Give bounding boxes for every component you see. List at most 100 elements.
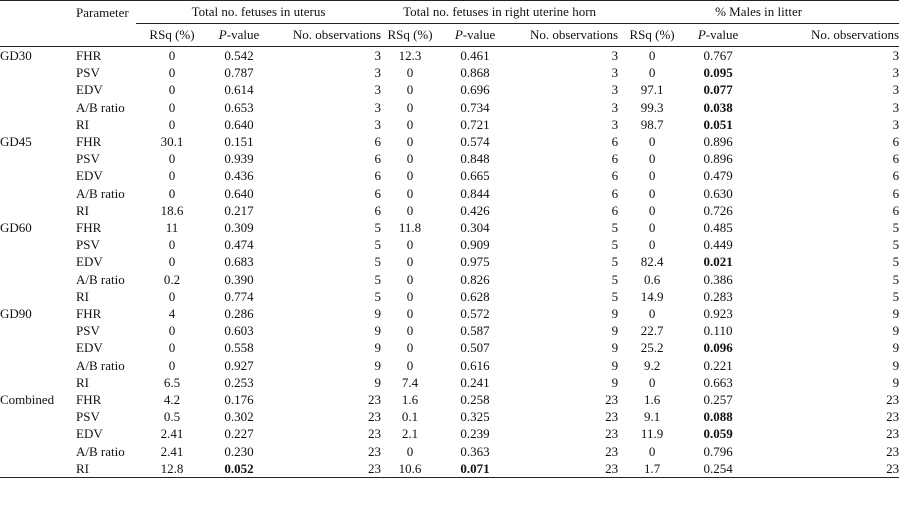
cell-observations: 23 <box>605 409 619 425</box>
cell-rsq: 9.1 <box>643 409 661 425</box>
cell-rsq: 0 <box>648 151 656 167</box>
cell-rsq: 0 <box>168 323 176 339</box>
cell-rsq: 0 <box>406 202 414 218</box>
row-group-label: GD60 <box>0 220 32 236</box>
row-parameter: EDV <box>76 254 103 270</box>
cell-pvalue: 0.309 <box>224 220 254 236</box>
cell-observations: 23 <box>886 426 899 442</box>
cell-pvalue: 0.077 <box>703 82 733 98</box>
cell-pvalue: 0.542 <box>224 48 254 63</box>
row-group-label <box>0 81 76 98</box>
cell-observations: 9 <box>892 323 899 339</box>
row-parameter: PSV <box>76 409 100 425</box>
cell-pvalue: 0.051 <box>703 116 733 132</box>
cell-pvalue: 0.304 <box>460 220 490 236</box>
cell-rsq: 0 <box>648 48 656 63</box>
row-parameter: A/B ratio <box>76 271 125 287</box>
cell-rsq: 4.2 <box>163 392 181 408</box>
table-row: PSV 0 0.939 6 0 0.848 6 0 0.896 6 <box>0 150 899 167</box>
cell-pvalue: 0.558 <box>224 340 254 356</box>
cell-rsq: 1.6 <box>401 392 419 408</box>
row-group-label: GD30 <box>0 48 32 63</box>
table-row: EDV 0 0.683 5 0 0.975 5 82.4 0.021 5 <box>0 253 899 270</box>
header-pvalue: P-value <box>208 23 270 47</box>
cell-pvalue: 0.286 <box>224 306 254 322</box>
table-row: GD30 FHR 0 0.542 3 12.3 0.461 3 0 0.767 3 <box>0 47 899 65</box>
cell-rsq: 0 <box>648 306 656 322</box>
cell-pvalue: 0.254 <box>686 459 751 479</box>
cell-observations: 9 <box>611 340 619 356</box>
cell-observations: 9 <box>374 340 382 356</box>
cell-pvalue: 0.653 <box>224 99 254 115</box>
cell-observations: 23 <box>750 459 899 479</box>
cell-pvalue: 0.390 <box>224 271 254 287</box>
cell-pvalue: 0.574 <box>460 134 490 150</box>
cell-observations: 6 <box>892 185 899 201</box>
cell-observations: 3 <box>892 48 899 63</box>
cell-pvalue: 0.603 <box>224 323 254 339</box>
results-table: Parameter Total no. fetuses in uterus To… <box>0 0 899 479</box>
cell-observations: 5 <box>611 288 619 304</box>
cell-observations: 23 <box>605 392 619 408</box>
cell-pvalue: 0.021 <box>703 254 733 270</box>
table-row: A/B ratio 2.41 0.230 23 0 0.363 23 0 0.796 23 <box>0 443 899 460</box>
cell-observations: 6 <box>611 168 619 184</box>
row-parameter: EDV <box>76 340 103 356</box>
cell-pvalue: 0.640 <box>224 116 254 132</box>
cell-pvalue: 0.479 <box>703 168 733 184</box>
cell-rsq: 0 <box>406 65 414 81</box>
cell-rsq: 82.4 <box>640 254 664 270</box>
table-row: RI 6.5 0.253 9 7.4 0.241 9 0 0.663 9 <box>0 374 899 391</box>
cell-rsq: 0 <box>406 443 414 459</box>
cell-rsq: 0 <box>406 82 414 98</box>
cell-pvalue: 0.844 <box>460 185 490 201</box>
table-row: PSV 0 0.787 3 0 0.868 3 0 0.095 3 <box>0 64 899 81</box>
cell-pvalue: 0.474 <box>224 237 254 253</box>
cell-rsq: 0.1 <box>401 409 419 425</box>
cell-pvalue: 0.258 <box>460 392 490 408</box>
cell-observations: 6 <box>374 202 382 218</box>
cell-rsq: 97.1 <box>640 82 664 98</box>
cell-rsq: 0 <box>168 185 176 201</box>
table-row: PSV 0 0.474 5 0 0.909 5 0 0.449 5 <box>0 236 899 253</box>
cell-pvalue: 0.663 <box>703 374 733 390</box>
cell-pvalue: 0.283 <box>703 288 733 304</box>
cell-rsq: 14.9 <box>640 288 664 304</box>
cell-rsq: 0 <box>168 254 176 270</box>
cell-observations: 5 <box>374 271 382 287</box>
cell-rsq: 0 <box>168 48 176 63</box>
header-obs: No. observations <box>270 23 382 47</box>
table-row: A/B ratio 0.2 0.390 5 0 0.826 5 0.6 0.386 5 <box>0 271 899 288</box>
table-row: GD90 FHR 4 0.286 9 0 0.572 9 0 0.923 9 <box>0 305 899 322</box>
table-row: EDV 0 0.614 3 0 0.696 3 97.1 0.077 3 <box>0 81 899 98</box>
row-group-label <box>0 443 76 460</box>
table-row: RI 12.8 0.052 23 10.6 0.071 23 1.7 0.254 23 <box>0 459 899 479</box>
cell-pvalue: 0.485 <box>703 220 733 236</box>
cell-rsq: 9.2 <box>643 357 661 373</box>
cell-pvalue: 0.923 <box>703 306 733 322</box>
header-rsq: RSq (%) <box>136 23 208 47</box>
cell-observations: 23 <box>368 443 382 459</box>
row-parameter: A/B ratio <box>76 99 125 115</box>
cell-rsq: 0 <box>406 237 414 253</box>
cell-pvalue: 0.227 <box>224 426 254 442</box>
cell-rsq: 99.3 <box>640 99 664 115</box>
cell-rsq: 2.1 <box>401 426 419 442</box>
table-row: GD60 FHR 11 0.309 5 11.8 0.304 5 0 0.485 5 <box>0 219 899 236</box>
cell-observations: 5 <box>374 288 382 304</box>
row-parameter: FHR <box>76 48 102 63</box>
table-row: Combined FHR 4.2 0.176 23 1.6 0.258 23 1.6 0.257 2… <box>0 391 899 408</box>
cell-pvalue: 0.734 <box>460 99 490 115</box>
cell-observations: 5 <box>611 237 619 253</box>
header-obs: No. observations <box>511 23 619 47</box>
cell-observations: 3 <box>892 65 899 81</box>
cell-observations: 23 <box>886 409 899 425</box>
cell-rsq: 0 <box>648 202 656 218</box>
cell-pvalue: 0.628 <box>460 288 490 304</box>
cell-rsq: 0 <box>406 134 414 150</box>
cell-rsq: 6.5 <box>163 374 181 390</box>
cell-observations: 3 <box>374 116 382 132</box>
cell-rsq: 0 <box>648 185 656 201</box>
cell-observations: 9 <box>892 340 899 356</box>
cell-rsq: 1.7 <box>618 459 687 479</box>
